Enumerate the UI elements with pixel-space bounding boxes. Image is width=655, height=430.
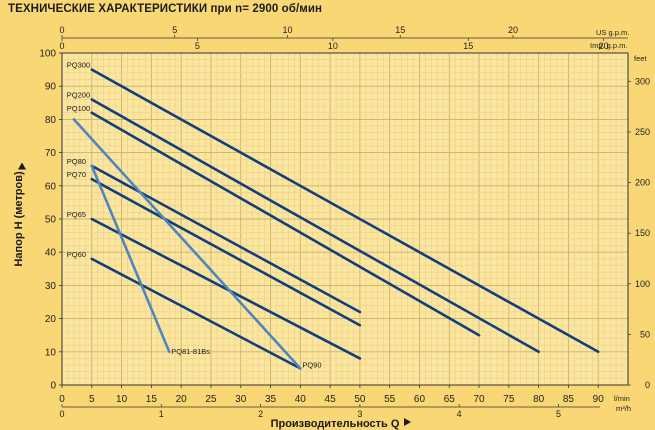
feet-tick-label: 250 bbox=[635, 127, 650, 137]
y-tick-label: 10 bbox=[45, 347, 57, 358]
y-axis-title: Напор H (метров) bbox=[13, 171, 25, 267]
series-label-pq300: PQ300 bbox=[67, 61, 90, 70]
us-gpm-tick-label: 10 bbox=[282, 25, 292, 35]
series-label-pq60: PQ60 bbox=[67, 250, 86, 259]
series-label-pq90: PQ90 bbox=[302, 360, 321, 369]
m3h-tick-label: 0 bbox=[59, 409, 64, 419]
x-tick-label: 40 bbox=[295, 394, 307, 405]
x-tick-label: 15 bbox=[146, 394, 158, 405]
feet-tick-label: 150 bbox=[635, 228, 650, 238]
imp-gpm-unit-label: Imp. g.p.m. bbox=[590, 41, 628, 50]
series-line-pq90 bbox=[72, 118, 302, 370]
x-tick-label: 65 bbox=[444, 394, 456, 405]
feet-tick-label: 0 bbox=[645, 380, 650, 390]
x-tick-label: 5 bbox=[89, 394, 95, 405]
y-tick-label: 80 bbox=[45, 115, 57, 126]
imp-gpm-tick-label: 20 bbox=[599, 41, 609, 51]
x-tick-label: 0 bbox=[59, 394, 65, 405]
x-tick-label: 75 bbox=[503, 394, 515, 405]
x-tick-label: 90 bbox=[593, 394, 605, 405]
series-line-pq70 bbox=[90, 177, 362, 327]
series-line-pq81-81bs bbox=[90, 164, 171, 354]
axis-titles: Напор H (метров) Производительность Q bbox=[13, 162, 411, 430]
x-tick-label: 20 bbox=[176, 394, 188, 405]
y-tick-label: 30 bbox=[45, 281, 57, 292]
us-gpm-tick-label: 15 bbox=[395, 25, 405, 35]
y-tick-label: 70 bbox=[45, 148, 57, 159]
series-group bbox=[72, 68, 600, 370]
series-labels: PQ300 PQ200 PQ100 PQ80 PQ70 PQ65 PQ60 PQ81-81Bs… bbox=[67, 61, 322, 370]
x-unit-label: l/min bbox=[614, 394, 630, 403]
feet-unit-label: feet bbox=[634, 54, 647, 63]
chart-title: ТЕХНИЧЕСКИЕ ХАРАКТЕРИСТИКИ при n= 2900 о… bbox=[8, 3, 323, 15]
series-line-pq80 bbox=[90, 164, 362, 314]
y-tick-label: 0 bbox=[50, 381, 56, 392]
x-tick-label: 50 bbox=[354, 394, 366, 405]
x-tick-label: 10 bbox=[116, 394, 128, 405]
m3h-tick-label: 5 bbox=[556, 409, 561, 419]
m3h-tick-label: 3 bbox=[357, 409, 362, 419]
y-tick-label: 90 bbox=[45, 82, 57, 93]
y-tick-label: 20 bbox=[45, 314, 57, 325]
x-tick-label: 35 bbox=[265, 394, 277, 405]
imp-gpm-tick-label: 15 bbox=[463, 41, 473, 51]
us-gpm-tick-label: 5 bbox=[172, 25, 177, 35]
x-tick-label: 60 bbox=[414, 394, 426, 405]
series-line-pq100 bbox=[90, 111, 481, 337]
feet-tick-label: 50 bbox=[640, 329, 650, 339]
series-label-pq80: PQ80 bbox=[67, 157, 86, 166]
x-axis-arrow-icon bbox=[404, 418, 411, 426]
feet-tick-label: 300 bbox=[635, 76, 650, 86]
grid bbox=[61, 52, 629, 386]
x-tick-label: 25 bbox=[205, 394, 217, 405]
us-gpm-tick-label: 20 bbox=[508, 25, 518, 35]
imp-gpm-tick-label: 0 bbox=[59, 41, 64, 51]
series-line-pq300 bbox=[90, 68, 600, 354]
series-line-pq200 bbox=[90, 98, 540, 354]
x-tick-label: 85 bbox=[563, 394, 575, 405]
m3h-tick-label: 4 bbox=[457, 409, 462, 419]
m3h-tick-label: 1 bbox=[159, 409, 164, 419]
y-tick-label: 100 bbox=[39, 49, 56, 60]
x-tick-label: 45 bbox=[325, 394, 337, 405]
imp-gpm-tick-label: 10 bbox=[328, 41, 338, 51]
y-tick-label: 50 bbox=[45, 215, 57, 226]
series-line-pq65 bbox=[90, 217, 362, 360]
feet-tick-label: 100 bbox=[635, 279, 650, 289]
us-gpm-tick-label: 0 bbox=[59, 25, 64, 35]
series-label-pq81-81bs: PQ81-81Bs bbox=[171, 347, 210, 356]
y-axis-arrow-icon bbox=[18, 162, 26, 170]
x-tick-label: 80 bbox=[533, 394, 545, 405]
us-gpm-unit-label: US g.p.m. bbox=[596, 28, 629, 37]
m3h-unit-label: m³/h bbox=[616, 404, 631, 413]
series-label-pq200: PQ200 bbox=[67, 90, 90, 99]
x-tick-label: 55 bbox=[384, 394, 396, 405]
m3h-tick-label: 2 bbox=[258, 409, 263, 419]
y-tick-label: 40 bbox=[45, 248, 57, 259]
feet-tick-label: 200 bbox=[635, 178, 650, 188]
y-tick-label: 60 bbox=[45, 181, 57, 192]
series-label-pq70: PQ70 bbox=[67, 170, 86, 179]
x-tick-label: 70 bbox=[473, 394, 485, 405]
series-label-pq100: PQ100 bbox=[67, 104, 90, 113]
x-axis-title: Производительность Q bbox=[271, 418, 400, 430]
imp-gpm-tick-label: 5 bbox=[195, 41, 200, 51]
series-label-pq65: PQ65 bbox=[67, 210, 86, 219]
series-line-pq60 bbox=[90, 257, 302, 370]
x-tick-label: 30 bbox=[235, 394, 247, 405]
